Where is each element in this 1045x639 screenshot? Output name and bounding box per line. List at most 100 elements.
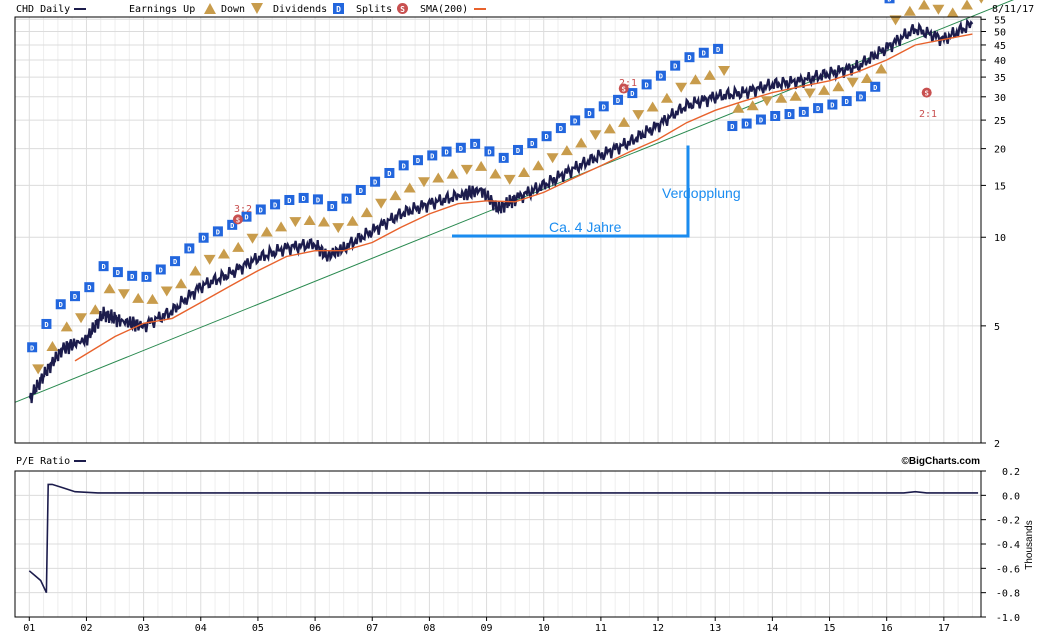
svg-text:D: D: [416, 157, 420, 165]
x-tick-label: 10: [538, 623, 550, 634]
main-chart-grid: [15, 17, 981, 444]
legend-splits-label: Splits: [356, 4, 392, 15]
earnings-up-marker: [446, 168, 459, 179]
split-label-2-1-b: 2:1: [919, 109, 937, 120]
earnings-down-marker: [503, 174, 516, 185]
dividend-marker: D: [555, 123, 566, 134]
svg-text:D: D: [730, 123, 734, 131]
svg-text:D: D: [516, 147, 520, 155]
svg-text:D: D: [187, 245, 191, 253]
svg-text:D: D: [473, 141, 477, 149]
dividend-marker: D: [855, 91, 866, 102]
series-swatch: [74, 8, 86, 10]
earnings-down-marker: [160, 286, 173, 297]
main-y-tick-label: 50: [994, 27, 1006, 38]
svg-text:D: D: [602, 103, 606, 111]
svg-text:D: D: [302, 195, 306, 203]
x-tick-label: 03: [138, 623, 150, 634]
earnings-down-marker: [203, 254, 216, 265]
earnings-up-marker: [189, 265, 202, 276]
svg-text:D: D: [573, 117, 577, 125]
x-tick-label: 04: [195, 623, 207, 634]
svg-text:D: D: [759, 117, 763, 125]
legend-dividends-label: Dividends: [273, 4, 327, 15]
svg-text:D: D: [444, 149, 448, 157]
split-label-3-2: 3:2: [234, 204, 252, 215]
pe-ratio-line: [28, 483, 979, 594]
pe-swatch: [74, 460, 86, 462]
pe-y-tick-label: 0.0: [1002, 491, 1020, 502]
earnings-up-marker: [818, 84, 831, 95]
dividend-marker: D: [613, 94, 624, 105]
dividend-marker: D: [670, 60, 681, 71]
dividend-marker: D: [584, 108, 595, 119]
svg-text:D: D: [816, 105, 820, 113]
earnings-down-icon: [251, 3, 263, 14]
earnings-down-marker: [675, 82, 688, 93]
x-tick-label: 02: [80, 623, 92, 634]
dividend-marker: D: [627, 88, 638, 99]
pe-y-tick-label: -0.4: [996, 540, 1020, 551]
main-y-tick-label: 35: [994, 73, 1006, 84]
dividend-marker: D: [355, 184, 366, 195]
earnings-up-icon: [204, 3, 216, 14]
dividend-marker: D: [641, 79, 652, 90]
svg-text:D: D: [659, 73, 663, 81]
svg-text:D: D: [673, 63, 677, 71]
svg-text:D: D: [487, 148, 491, 156]
dividend-marker: D: [784, 109, 795, 120]
sma-line: [74, 33, 973, 362]
dividend-marker: D: [513, 144, 524, 155]
earnings-down-marker: [632, 110, 645, 121]
dividend-marker: D: [698, 47, 709, 58]
svg-text:S: S: [622, 86, 626, 94]
svg-text:D: D: [430, 152, 434, 160]
pe-series-group: [28, 483, 979, 594]
earnings-down-marker: [417, 177, 430, 188]
dividend-marker: D: [741, 118, 752, 129]
svg-text:D: D: [173, 258, 177, 266]
svg-text:D: D: [544, 133, 548, 141]
dividend-marker: D: [527, 138, 538, 149]
pe-title: P/E Ratio: [16, 456, 70, 467]
svg-text:D: D: [59, 301, 63, 309]
dividend-marker: D: [298, 192, 309, 203]
pe-y-tick-label: -0.2: [996, 516, 1020, 527]
earnings-up-marker: [518, 167, 531, 178]
dividend-marker: D: [70, 291, 81, 302]
x-tick-label: 08: [423, 623, 435, 634]
svg-text:D: D: [87, 284, 91, 292]
earnings-up-marker: [303, 215, 316, 226]
svg-text:D: D: [316, 196, 320, 204]
svg-text:D: D: [73, 293, 77, 301]
svg-text:D: D: [359, 187, 363, 195]
doubling-annotation-lines: [452, 145, 690, 238]
x-tick-label: 01: [23, 623, 35, 634]
dividend-marker: D: [198, 232, 209, 243]
main-y-tick-label: 10: [994, 233, 1006, 244]
svg-text:D: D: [802, 109, 806, 117]
dividend-marker: D: [184, 243, 195, 254]
dividend-marker: D: [813, 103, 824, 114]
earnings-up-marker: [960, 0, 973, 10]
dividend-marker: D: [341, 193, 352, 204]
pe-ylabel: Thousands: [1024, 520, 1035, 569]
legend-earnings-up-label: Earnings Up: [129, 4, 195, 15]
svg-text:D: D: [716, 46, 720, 54]
svg-text:D: D: [44, 321, 48, 329]
dividend-marker: D: [227, 219, 238, 230]
dividend-marker: D: [141, 271, 152, 282]
main-y-tick-label: 20: [994, 145, 1006, 156]
svg-text:D: D: [216, 228, 220, 236]
dividend-marker: D: [541, 131, 552, 142]
main-chart-frame: [14, 16, 982, 444]
earnings-up-marker: [103, 283, 116, 294]
earnings-down-marker: [117, 289, 130, 300]
main-y-tick-label: 45: [994, 41, 1006, 52]
earnings-down-marker: [803, 88, 816, 99]
svg-text:D: D: [687, 54, 691, 62]
earnings-up-marker: [275, 221, 288, 232]
earnings-down-marker: [932, 4, 945, 15]
earnings-up-marker: [775, 92, 788, 103]
